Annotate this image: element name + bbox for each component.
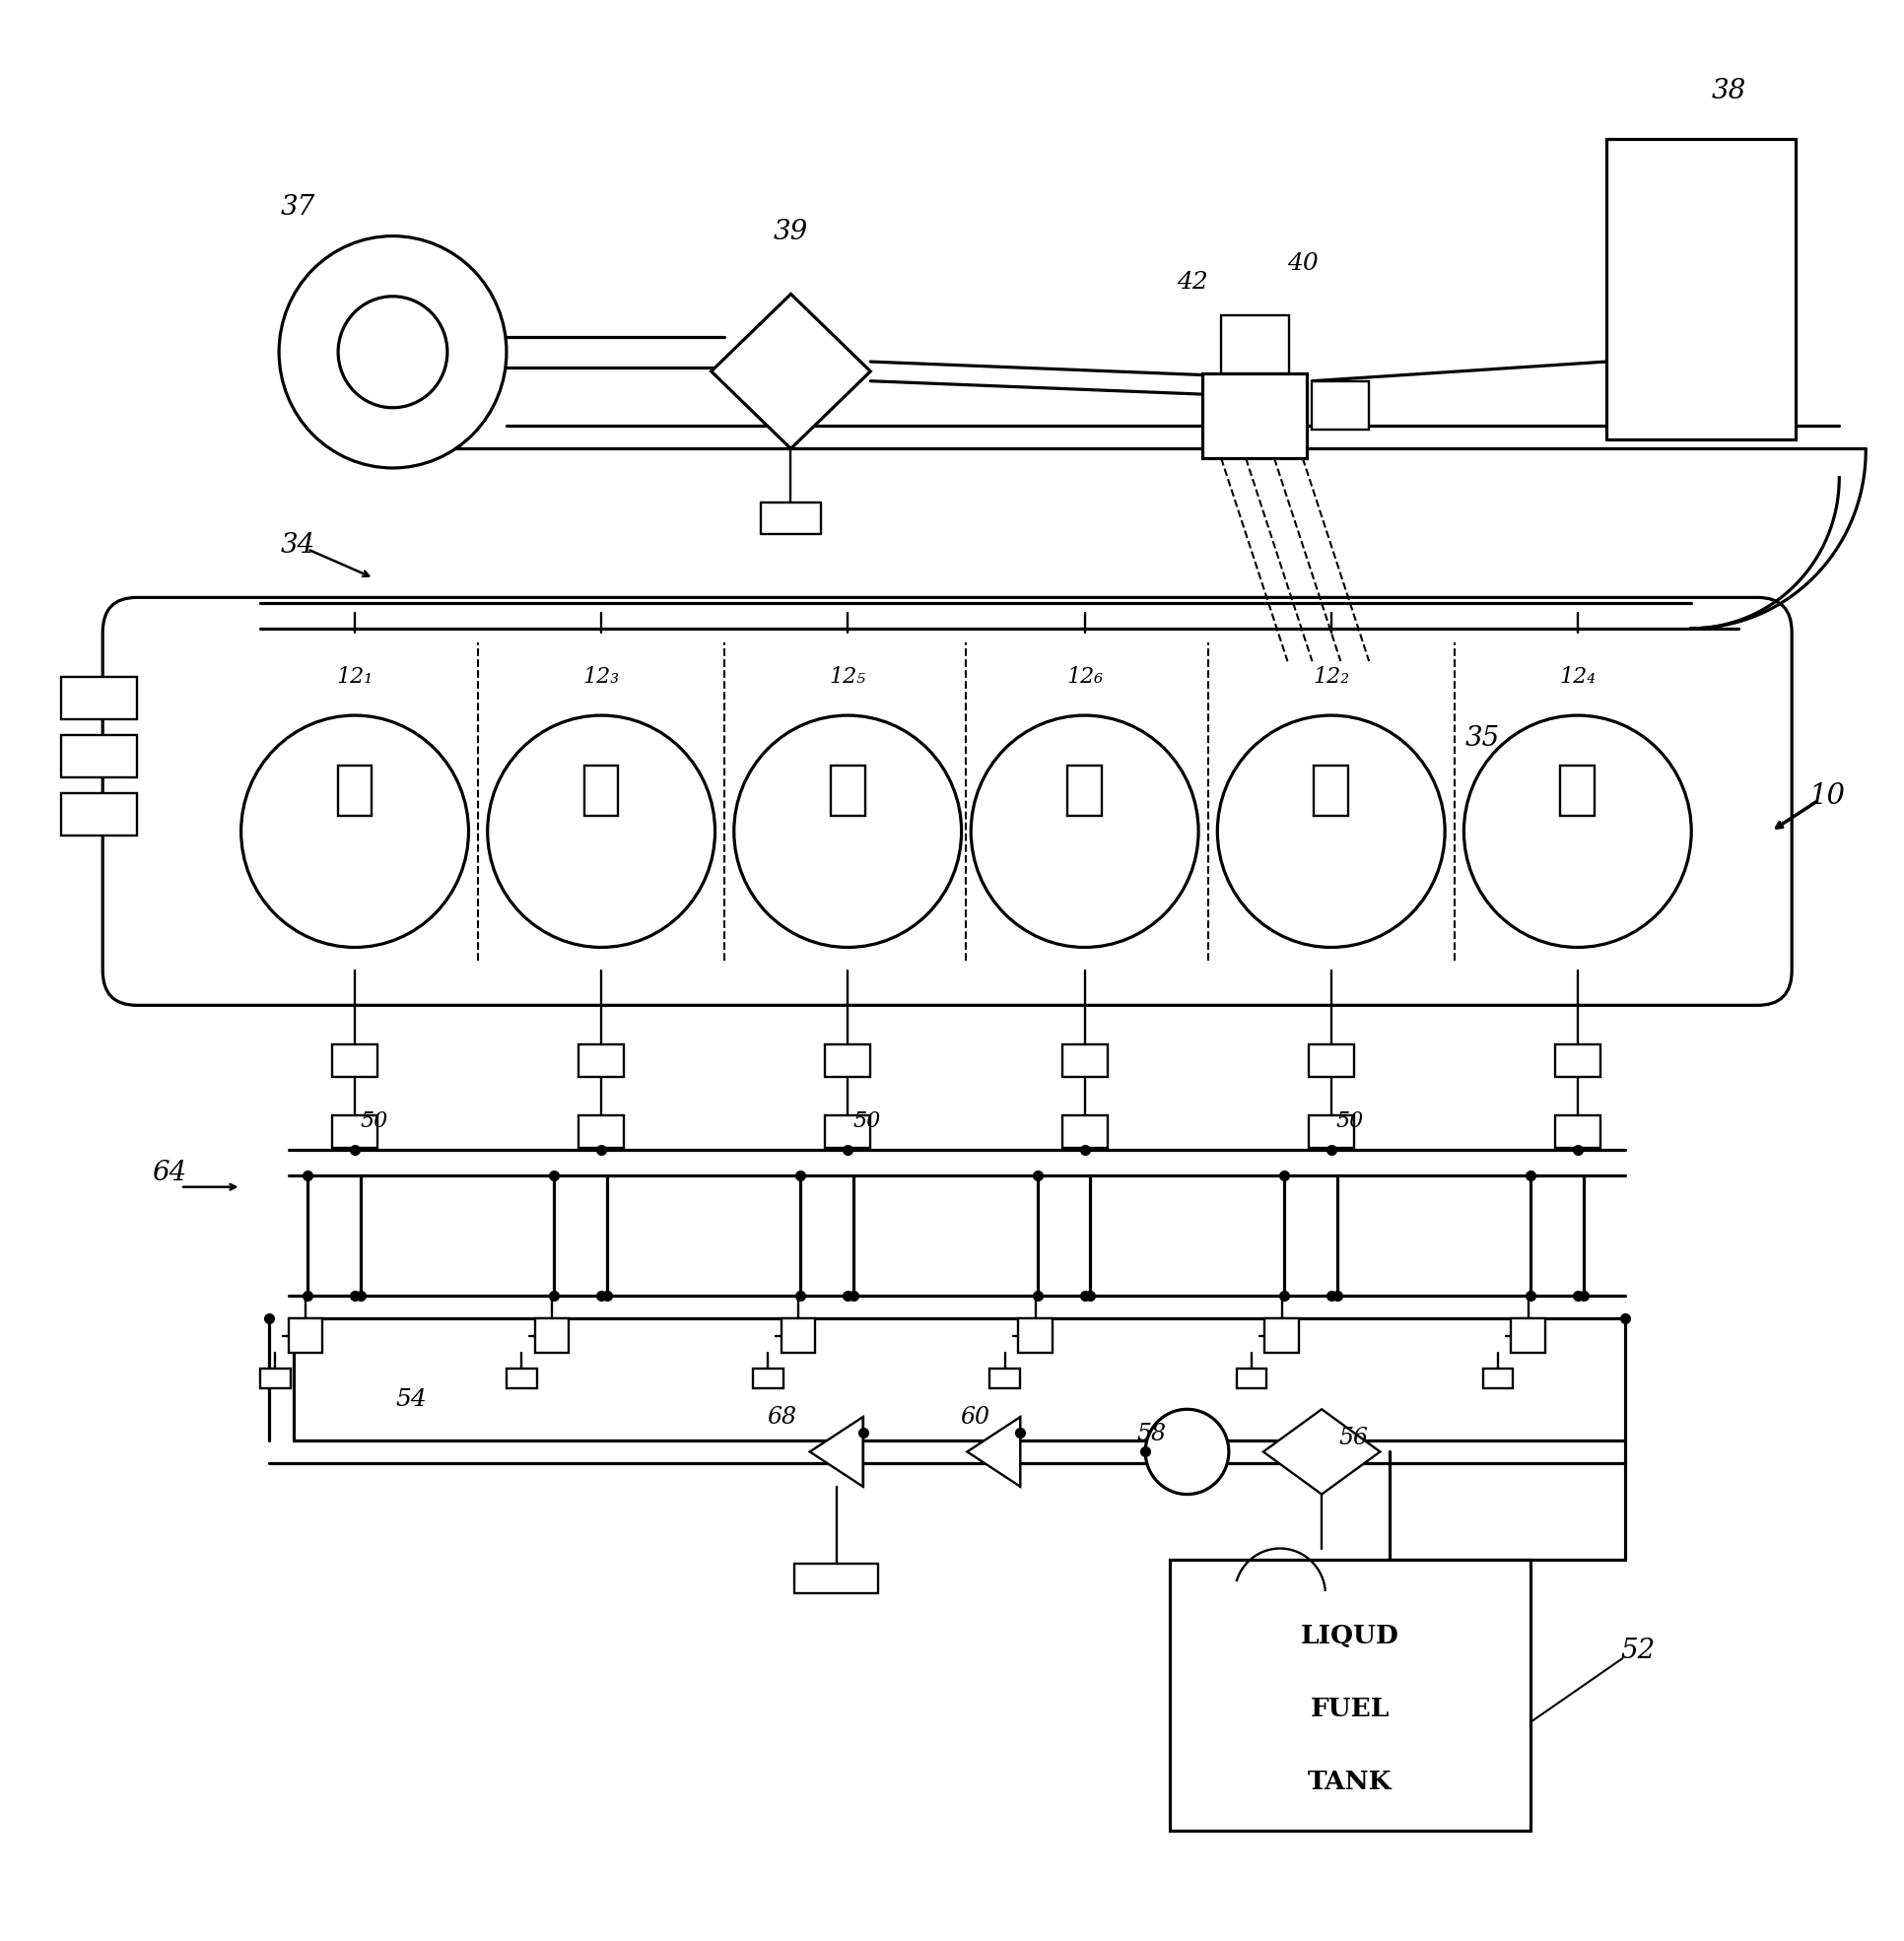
Text: 12₃: 12₃ [583,666,619,687]
Bar [781,1318,815,1353]
Text: 12₁: 12₁ [337,666,373,687]
Text: 35: 35 [1466,726,1500,751]
Bar [1607,140,1795,439]
Bar [990,1368,1021,1388]
Polygon shape [809,1417,863,1487]
Bar [506,1368,537,1388]
Circle shape [1217,716,1445,947]
Text: 37: 37 [280,194,316,221]
Text: 38: 38 [1712,78,1746,105]
Bar [331,1116,377,1149]
Bar [535,1318,569,1353]
Circle shape [733,716,962,947]
Polygon shape [967,1417,1021,1487]
Text: 40: 40 [1287,252,1318,274]
Text: 50: 50 [853,1110,882,1132]
Bar [337,765,371,815]
Bar [1220,314,1289,373]
Bar [1556,1044,1601,1077]
Bar [1264,1318,1299,1353]
Bar [1308,1044,1354,1077]
Bar [1312,380,1369,429]
Bar [1062,1116,1108,1149]
Bar [1068,765,1102,815]
Bar [1561,765,1596,815]
Text: 64: 64 [152,1161,187,1186]
FancyBboxPatch shape [103,598,1792,1005]
Text: 42: 42 [1177,272,1209,293]
Text: 50: 50 [360,1110,388,1132]
Text: 12₆: 12₆ [1066,666,1102,687]
Text: 58: 58 [1137,1423,1165,1446]
Bar [752,1368,783,1388]
Bar [830,765,864,815]
Text: 60: 60 [960,1405,990,1429]
Bar [61,677,137,720]
Bar [585,765,619,815]
Bar [1314,765,1348,815]
Bar [61,792,137,835]
Text: FUEL: FUEL [1310,1696,1390,1722]
Text: 56: 56 [1339,1427,1369,1450]
Circle shape [280,237,506,468]
Bar [331,1044,377,1077]
Bar [1236,1368,1266,1388]
Bar [824,1116,870,1149]
Text: 10: 10 [1809,782,1847,809]
Bar [1019,1318,1053,1353]
Text: TANK: TANK [1308,1770,1392,1793]
Circle shape [1146,1409,1228,1495]
Circle shape [339,297,447,408]
Bar [1171,1561,1531,1830]
Circle shape [242,716,468,947]
Polygon shape [1262,1409,1380,1495]
Bar [1201,373,1306,458]
Bar [1062,1044,1108,1077]
Text: 34: 34 [280,532,316,559]
Text: 39: 39 [773,219,807,245]
Text: 50: 50 [1337,1110,1363,1132]
Circle shape [1464,716,1691,947]
Bar [579,1116,625,1149]
Bar [1512,1318,1546,1353]
Text: 12₄: 12₄ [1559,666,1596,687]
Bar [261,1368,291,1388]
Bar [824,1044,870,1077]
Text: LIQUD: LIQUD [1300,1623,1399,1648]
Polygon shape [712,293,870,448]
Text: 52: 52 [1620,1638,1656,1663]
Bar [61,736,137,776]
Bar [579,1044,625,1077]
Text: 12₂: 12₂ [1314,666,1350,687]
Text: 68: 68 [767,1405,796,1429]
Bar [1483,1368,1514,1388]
Bar [1308,1116,1354,1149]
Circle shape [971,716,1198,947]
Circle shape [487,716,716,947]
Bar [1556,1116,1601,1149]
Text: 54: 54 [396,1388,426,1411]
Text: 12₅: 12₅ [830,666,866,687]
Bar [289,1318,322,1353]
